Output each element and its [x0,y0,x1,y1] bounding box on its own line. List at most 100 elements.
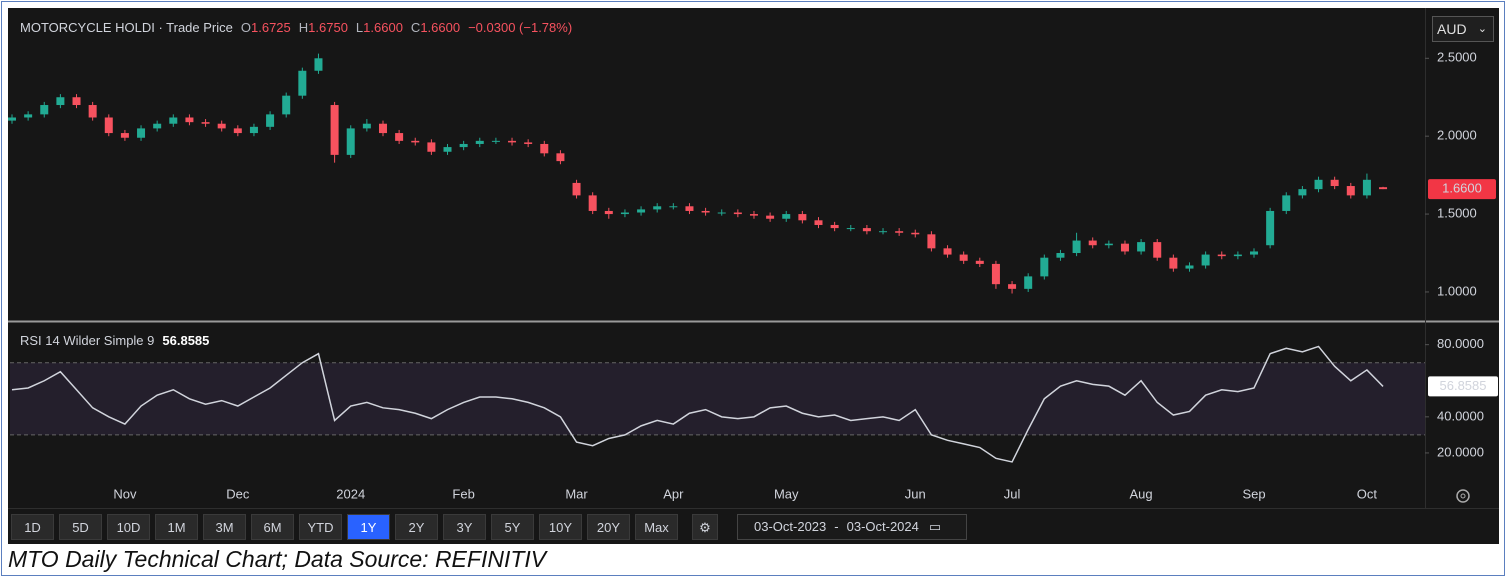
ohlc-value: 1.6725 [251,20,291,35]
candle-body [1314,179,1323,190]
candle-body [88,105,97,118]
candle-body [40,105,49,115]
x-tick-label: Aug [1130,486,1153,501]
y-tick-label: 20.0000 [1437,444,1484,459]
candle-body [588,195,597,211]
range-button[interactable]: Max [635,514,678,540]
candle-body [137,128,146,138]
y-tick-label: 2.0000 [1437,128,1477,143]
candle-body [169,117,178,124]
rsi-tag [1428,376,1498,397]
ohlc-label: H [299,20,308,35]
date-to: 03-Oct-2024 [846,519,919,534]
candle-body [1137,242,1146,252]
candle-body [1072,240,1081,254]
candle-body [556,153,565,162]
candle-body [846,228,855,230]
candle-body [911,232,920,235]
range-button[interactable]: 1Y [347,514,390,540]
change: −0.0300 (−1.78%) [468,20,572,35]
range-button[interactable]: 3M [203,514,246,540]
settings-button[interactable]: ⚙ [692,514,718,540]
ohlc-value: 1.6750 [308,20,348,35]
candle-body [443,147,452,152]
candle-body [475,140,484,144]
candle-body [749,214,758,216]
currency-select[interactable]: AUD ⌄ [1432,16,1494,42]
candle-body [685,206,694,211]
candle-body [927,234,936,249]
candle-body [1120,243,1129,252]
y-tick-label: 1.0000 [1437,283,1477,298]
date-range[interactable]: 03-Oct-2023-03-Oct-2024 ▭ [737,514,967,540]
candle-body [1282,195,1291,211]
candle-body [814,220,823,225]
candle-body [959,254,968,261]
candle-body [249,126,258,134]
y-tick-label: 1.5000 [1437,206,1477,221]
candle-body [1362,179,1371,196]
rsi-band [10,362,1425,435]
rsi-title: RSI 14 Wilder Simple 9 [20,333,154,348]
candle-body [56,97,65,106]
range-button[interactable]: 10Y [539,514,582,540]
candle-body [427,142,436,152]
candle-body [1233,254,1242,257]
range-button[interactable]: 5D [59,514,102,540]
range-button[interactable]: 1M [155,514,198,540]
candle-body [879,231,888,233]
candle-body [943,248,952,255]
candle-body [1201,254,1210,266]
candle-body [572,182,581,196]
settings-icon[interactable] [1456,489,1470,503]
candle-body [217,123,226,129]
candle-body [1056,253,1065,258]
candle-body [1379,187,1388,190]
candle-body [104,117,113,134]
instrument: MOTORCYCLE HOLDI · Trade Price [20,20,233,35]
candle-body [717,212,726,214]
candle-body [378,123,387,134]
candle-body [1104,243,1113,246]
candle-body [1217,254,1226,257]
x-tick-label: Jul [1004,486,1021,501]
candle-body [830,224,839,229]
range-button[interactable]: 6M [251,514,294,540]
candle-body [411,140,420,143]
y-tick-label: 2.5000 [1437,50,1477,65]
ohlc-value: 1.6600 [420,20,460,35]
y-tick-label: 40.0000 [1437,408,1484,423]
candle-body [782,214,791,219]
ohlc-label: C [411,20,420,35]
candle-body [1169,257,1178,269]
range-button[interactable]: 20Y [587,514,630,540]
candle-body [1185,265,1194,269]
candle-body [1330,179,1339,187]
x-tick-label: Oct [1357,486,1378,501]
currency: AUD [1437,21,1467,37]
range-button[interactable]: 3Y [443,514,486,540]
candle-body [362,123,371,129]
candle-body [395,133,404,141]
candle-body [540,143,549,154]
range-button[interactable]: 1D [11,514,54,540]
range-button[interactable]: 2Y [395,514,438,540]
candle-body [1024,276,1033,289]
rsi-header: RSI 14 Wilder Simple 9 56.8585 [20,333,209,348]
range-button[interactable]: 5Y [491,514,534,540]
candle-body [604,210,613,215]
x-tick-label: Dec [226,486,250,501]
candle-body [120,133,129,138]
candle-body [8,117,16,121]
ohlc-value: 1.6600 [363,20,403,35]
y-tick-label: 80.0000 [1437,336,1484,351]
range-button[interactable]: YTD [299,514,342,540]
candle-body [24,114,33,118]
candle-body [1008,284,1017,289]
background [8,8,1499,544]
candle-body [185,117,194,123]
candle-body [1088,240,1097,246]
range-button[interactable]: 10D [107,514,150,540]
